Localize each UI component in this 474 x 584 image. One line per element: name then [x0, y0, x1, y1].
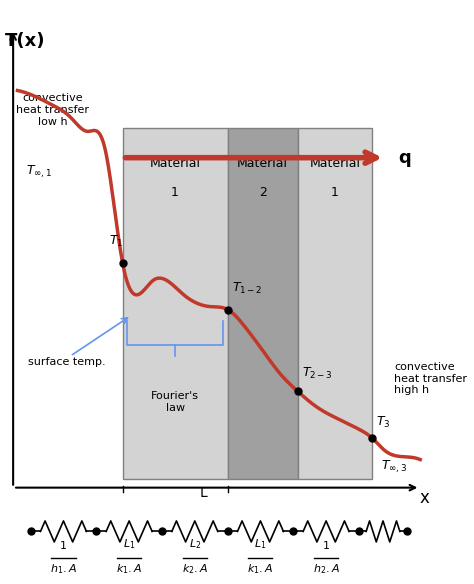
Text: L: L — [200, 486, 208, 500]
Text: x: x — [419, 489, 429, 506]
Text: $T_{\infty,1}$: $T_{\infty,1}$ — [26, 164, 53, 180]
Bar — [298, 128, 372, 479]
Text: 1: 1 — [171, 186, 179, 199]
Text: $T_1$: $T_1$ — [109, 234, 124, 249]
Text: q: q — [398, 149, 411, 166]
Text: convective
heat transfer
high h: convective heat transfer high h — [394, 362, 467, 395]
Text: T(x): T(x) — [4, 32, 45, 50]
Text: $k_2.A$: $k_2.A$ — [182, 562, 208, 576]
Bar — [228, 128, 298, 479]
Text: $T_{2-3}$: $T_{2-3}$ — [302, 366, 333, 381]
Bar — [123, 128, 228, 479]
Text: $T_{\infty,3}$: $T_{\infty,3}$ — [381, 459, 407, 475]
Text: surface temp.: surface temp. — [28, 357, 106, 367]
Text: Fourier's
law: Fourier's law — [151, 391, 199, 413]
Text: $T_3$: $T_3$ — [376, 415, 391, 430]
Text: Material: Material — [237, 157, 288, 170]
Text: Material: Material — [150, 157, 201, 170]
Text: $L_1$: $L_1$ — [123, 537, 136, 551]
Text: 2: 2 — [259, 186, 266, 199]
Text: 1: 1 — [60, 541, 67, 551]
Text: convective
heat transfer
low h: convective heat transfer low h — [16, 93, 89, 127]
Text: $L_1$: $L_1$ — [254, 537, 267, 551]
Text: $k_1.A$: $k_1.A$ — [116, 562, 142, 576]
Text: Material: Material — [310, 157, 360, 170]
Text: 1: 1 — [323, 541, 329, 551]
Text: $T_{1-2}$: $T_{1-2}$ — [232, 281, 263, 296]
Text: 1: 1 — [331, 186, 339, 199]
Text: $L_2$: $L_2$ — [189, 537, 201, 551]
Text: $h_2.A$: $h_2.A$ — [313, 562, 339, 576]
Text: $k_1.A$: $k_1.A$ — [247, 562, 273, 576]
Text: $h_1.A$: $h_1.A$ — [50, 562, 77, 576]
